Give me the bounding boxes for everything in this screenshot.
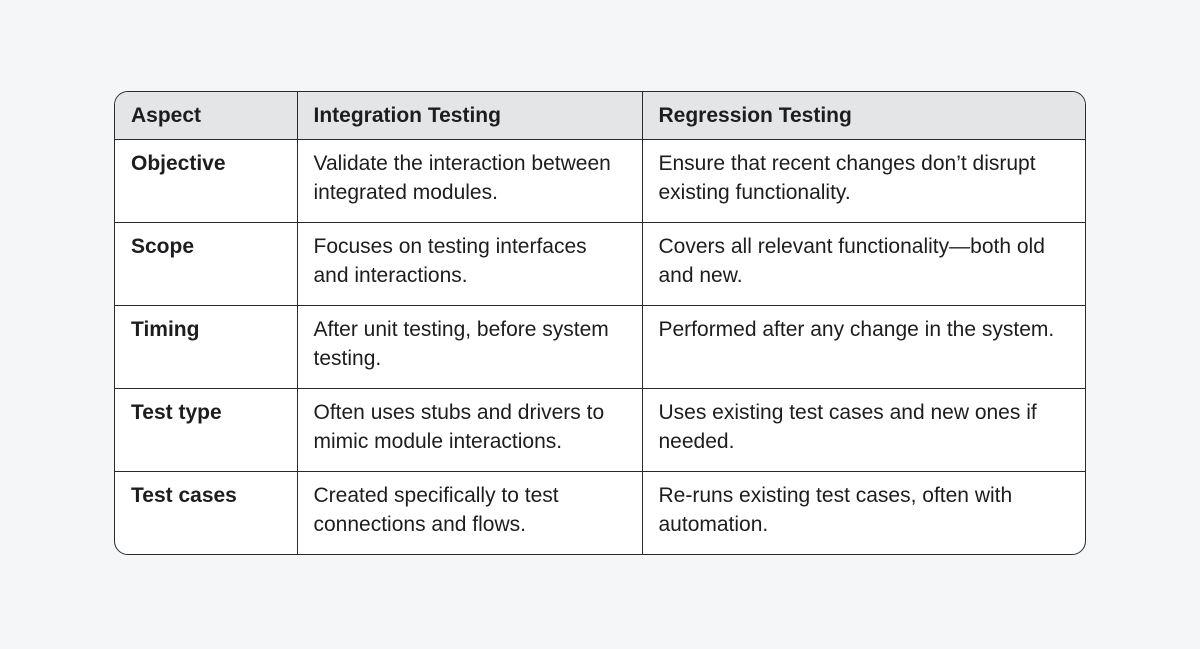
row-integration: Often uses stubs and drivers to mimic mo… bbox=[296, 387, 643, 472]
row-integration: Validate the interaction between integra… bbox=[296, 138, 643, 223]
header-regression-testing: Regression Testing bbox=[641, 92, 1085, 140]
row-integration: After unit testing, before system testin… bbox=[296, 304, 643, 389]
table-row: Scope Focuses on testing interfaces and … bbox=[115, 221, 1085, 306]
comparison-table: Aspect Integration Testing Regression Te… bbox=[115, 92, 1085, 554]
row-aspect: Timing bbox=[115, 304, 298, 389]
table-row: Objective Validate the interaction betwe… bbox=[115, 138, 1085, 223]
row-integration: Focuses on testing interfaces and intera… bbox=[296, 221, 643, 306]
row-regression: Performed after any change in the system… bbox=[641, 304, 1085, 389]
row-regression: Uses existing test cases and new ones if… bbox=[641, 387, 1085, 472]
row-aspect: Objective bbox=[115, 138, 298, 223]
header-aspect: Aspect bbox=[115, 92, 298, 140]
table-row: Test cases Created specifically to test … bbox=[115, 470, 1085, 554]
table-row: Timing After unit testing, before system… bbox=[115, 304, 1085, 389]
row-regression: Ensure that recent changes don’t disrupt… bbox=[641, 138, 1085, 223]
comparison-table-container: Aspect Integration Testing Regression Te… bbox=[114, 91, 1086, 555]
table-row: Test type Often uses stubs and drivers t… bbox=[115, 387, 1085, 472]
row-aspect: Test cases bbox=[115, 470, 298, 554]
header-integration-testing: Integration Testing bbox=[296, 92, 643, 140]
row-aspect: Scope bbox=[115, 221, 298, 306]
row-regression: Re-runs existing test cases, often with … bbox=[641, 470, 1085, 554]
row-regression: Covers all relevant functionality—both o… bbox=[641, 221, 1085, 306]
row-integration: Created specifically to test connections… bbox=[296, 470, 643, 554]
row-aspect: Test type bbox=[115, 387, 298, 472]
table-header-row: Aspect Integration Testing Regression Te… bbox=[115, 92, 1085, 140]
